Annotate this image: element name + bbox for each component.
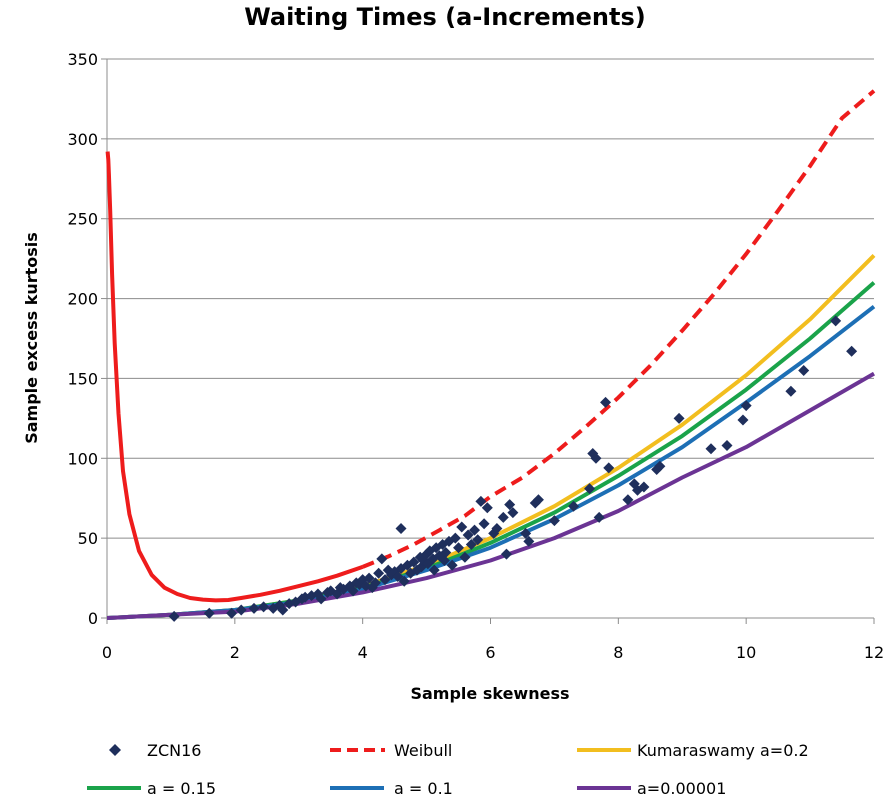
legend-label-zcn16: ZCN16 (147, 741, 201, 760)
scatter-point (363, 572, 375, 584)
legend-marker-zcn16 (109, 744, 121, 756)
gridlines (107, 58, 874, 539)
chart-title: Waiting Times (a-Increments) (244, 3, 645, 31)
scatter-point (481, 502, 493, 514)
y-tick-label: 100 (67, 449, 98, 468)
y-axis-label: Sample excess kurtosis (22, 232, 41, 444)
scatter-point (846, 345, 858, 357)
scatter-point (673, 412, 685, 424)
scatter-point (497, 511, 509, 523)
scatter-point (520, 527, 532, 539)
x-tick-label: 2 (230, 643, 240, 662)
scatter-point (168, 610, 180, 622)
scatter-point (721, 440, 733, 452)
scatter-point (347, 585, 359, 597)
scatter-point (600, 396, 612, 408)
series-line-a-0-1 (106, 305, 876, 620)
scatter-point (830, 315, 842, 327)
scatter-point (798, 364, 810, 376)
scatter-point (203, 607, 215, 619)
series-line-weibull-dashed (361, 89, 876, 569)
scatter-point (548, 515, 560, 527)
scatter-point (449, 532, 461, 544)
scatter-point (248, 602, 260, 614)
series-line-a-0-00001 (106, 371, 875, 620)
y-tick-label: 200 (67, 290, 98, 309)
scatter-point (622, 494, 634, 506)
scatter-point (376, 553, 388, 565)
scatter-point (226, 607, 238, 619)
scatter-point (638, 481, 650, 493)
scatter-point (469, 524, 481, 536)
scatter-point (472, 534, 484, 546)
scatter-point (465, 539, 477, 551)
scatter-point (507, 507, 519, 519)
x-axis-label: Sample skewness (410, 684, 569, 703)
scatter-point (373, 567, 385, 579)
legend-label-a-0-1: a = 0.1 (394, 779, 453, 798)
scatter-point (590, 452, 602, 464)
scatter-point (523, 535, 535, 547)
legend-label-a-0-00001: a=0.00001 (637, 779, 726, 798)
scatter-point (532, 494, 544, 506)
legend-label-a-0-15: a = 0.15 (147, 779, 216, 798)
series-line-a-0-15 (106, 281, 876, 620)
scatter-point (500, 548, 512, 560)
scatter-point (446, 559, 458, 571)
scatter-point (785, 385, 797, 397)
legend: ZCN16 Weibull Kumaraswamy a=0.2 a = 0.15 a =… (87, 741, 809, 798)
scatter-point (398, 575, 410, 587)
scatter-point (459, 551, 471, 563)
plot-area (105, 89, 876, 620)
scatter-point (277, 604, 289, 616)
x-tick-label: 12 (864, 643, 884, 662)
y-tick-label: 350 (67, 50, 98, 69)
scatter-point (478, 518, 490, 530)
scatter-point (379, 574, 391, 586)
scatter-point (654, 460, 666, 472)
scatter-point (438, 555, 450, 567)
scatter-point (568, 500, 580, 512)
scatter-point (504, 499, 516, 511)
series-line-weibull (105, 151, 364, 603)
scatter-point (740, 400, 752, 412)
y-tick-label: 0 (88, 609, 98, 628)
scatter-point (737, 414, 749, 426)
series-line-kumaraswamy-a-0-2 (106, 253, 876, 620)
legend-label-kumaraswamy-a-0-2: Kumaraswamy a=0.2 (637, 741, 809, 760)
scatter-point (462, 529, 474, 541)
x-tick-label: 8 (613, 643, 623, 662)
scatter-point (705, 443, 717, 455)
scatter-point (408, 556, 420, 568)
x-tick-label: 10 (736, 643, 756, 662)
axes: 0 50 100 150 200 250 300 350 0 2 4 6 8 10 12 (67, 50, 884, 662)
y-tick-label: 300 (67, 130, 98, 149)
scatter-point (428, 564, 440, 576)
x-tick-label: 4 (358, 643, 368, 662)
scatter-point (603, 462, 615, 474)
y-tick-label: 50 (78, 529, 98, 548)
x-tick-label: 0 (102, 643, 112, 662)
scatter-point (456, 521, 468, 533)
scatter-point (392, 570, 404, 582)
scatter-point (369, 577, 381, 589)
scatter-point (475, 495, 487, 507)
scatter-point (235, 604, 247, 616)
scatter-point (258, 601, 270, 613)
scatter-point (453, 542, 465, 554)
scatter-point (440, 547, 452, 559)
legend-label-weibull: Weibull (394, 741, 452, 760)
scatter-point (584, 483, 596, 495)
scatter-points (168, 315, 858, 622)
scatter-point (593, 511, 605, 523)
scatter-point (395, 523, 407, 535)
scatter-point (315, 593, 327, 605)
y-tick-label: 250 (67, 210, 98, 229)
scatter-point (491, 523, 503, 535)
y-tick-label: 150 (67, 369, 98, 388)
x-tick-label: 6 (485, 643, 495, 662)
